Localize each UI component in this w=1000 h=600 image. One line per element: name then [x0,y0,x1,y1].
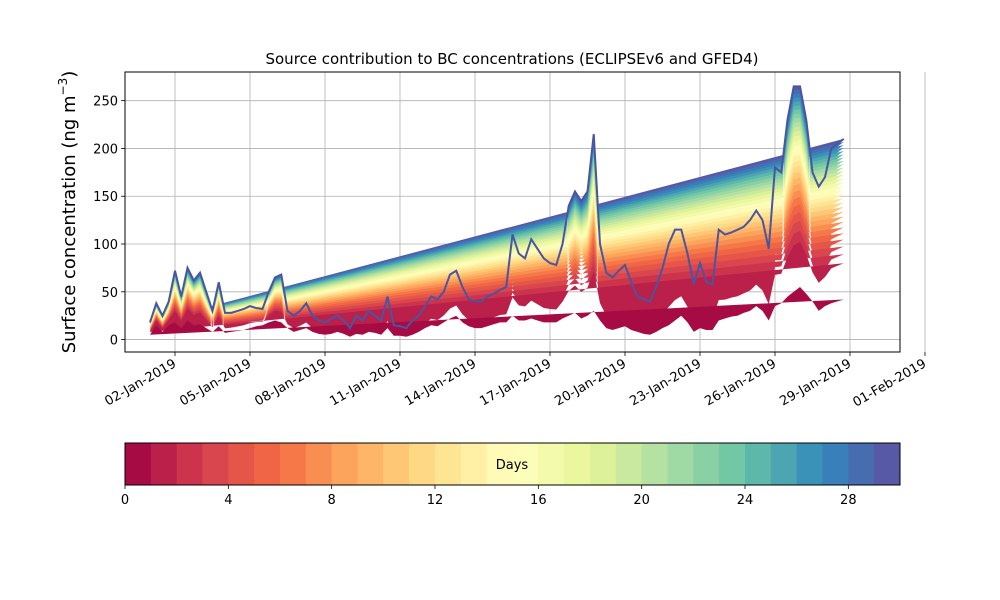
colorbar-segment-8 [331,443,358,485]
colorbar-segment-7 [305,443,333,485]
x-tick-label: 29-Jan-2019 [777,356,854,409]
colorbar-segment-19 [615,443,643,485]
colorbar-segment-27 [822,443,849,485]
y-axis-label-main: Surface concentration (ng m [59,95,80,353]
colorbar-segment-10 [383,443,410,485]
colorbar-tick-label: 4 [224,493,232,508]
colorbar-segment-5 [254,443,281,485]
colorbar-segment-12 [435,443,462,485]
colorbar-segment-14 [486,443,513,485]
y-axis-label-close: ) [59,71,80,78]
colorbar-tick-label: 12 [427,493,444,508]
x-tick-label: 14-Jan-2019 [402,356,479,409]
colorbar-segment-17 [564,443,591,485]
colorbar-segment-2 [176,443,203,485]
colorbar-segment-15 [512,443,539,485]
x-tick-label: 23-Jan-2019 [627,356,704,409]
x-tick-label: 08-Jan-2019 [252,356,329,409]
colorbar-tick-label: 20 [633,493,650,508]
line-layer [149,85,845,330]
y-axis-label: Surface concentration (ng m−3) [56,71,80,354]
colorbar-segment-3 [202,443,229,485]
x-tick-label: 05-Jan-2019 [177,356,254,409]
colorbar-tick-label: 8 [328,493,336,508]
colorbar-segment-0 [125,443,152,485]
colorbar-segment-28 [848,443,875,485]
y-tick-label: 150 [93,190,118,205]
x-tick-layer: 02-Jan-201905-Jan-201908-Jan-201911-Jan-… [102,352,929,410]
colorbar-segment-29 [874,443,901,485]
y-tick-label: 250 [93,95,118,110]
y-tick-label: 50 [101,286,118,301]
colorbar-label: Days [496,458,529,473]
colorbar-segment-21 [667,443,694,485]
colorbar-segment-22 [693,443,720,485]
colorbar-frame [124,442,901,486]
y-tick-label: 100 [93,238,118,253]
y-tick-label: 0 [110,334,118,349]
x-tick-label: 26-Jan-2019 [702,356,779,409]
colorbar-segment-11 [409,443,436,485]
colorbar-tick-label: 24 [737,493,754,508]
colorbar-segment-23 [719,443,746,485]
area-layer [150,86,844,337]
x-tick-label: 20-Jan-2019 [552,356,629,409]
x-tick-label: 17-Jan-2019 [477,356,554,409]
colorbar-tick-label: 28 [840,493,857,508]
colorbar-segment-16 [538,443,565,485]
colorbar-tick-label: 16 [530,493,547,508]
colorbar-segment-24 [745,443,772,485]
source-contribution-day-2 [150,241,844,335]
colorbar-tick-label: 0 [121,493,129,508]
y-axis-label-exponent: −3 [56,78,70,96]
colorbar-segment-9 [357,443,384,485]
colorbar-tick-layer: 0 4 8 12 16 20 24 28 [121,485,857,508]
colorbar [124,442,901,486]
chart-title: Source contribution to BC concentrations… [265,50,758,68]
x-tick-label: 01-Feb-2019 [850,356,929,410]
colorbar-segment-6 [280,443,307,485]
plot-frame [124,71,901,353]
x-tick-label: 02-Jan-2019 [102,356,179,409]
colorbar-segment-25 [770,443,798,485]
y-tick-layer: 0 50 100 150 200 250 [93,95,125,349]
colorbar-segment-4 [228,443,255,485]
source-contribution-day-1 [150,287,844,337]
x-tick-label: 11-Jan-2019 [327,356,404,409]
y-tick-label: 200 [93,142,118,157]
colorbar-segment-1 [150,443,178,485]
colorbar-segment-20 [641,443,668,485]
colorbar-segment-26 [796,443,823,485]
colorbar-segment-13 [460,443,488,485]
total-concentration-line [149,85,845,330]
colorbar-segment-18 [590,443,617,485]
